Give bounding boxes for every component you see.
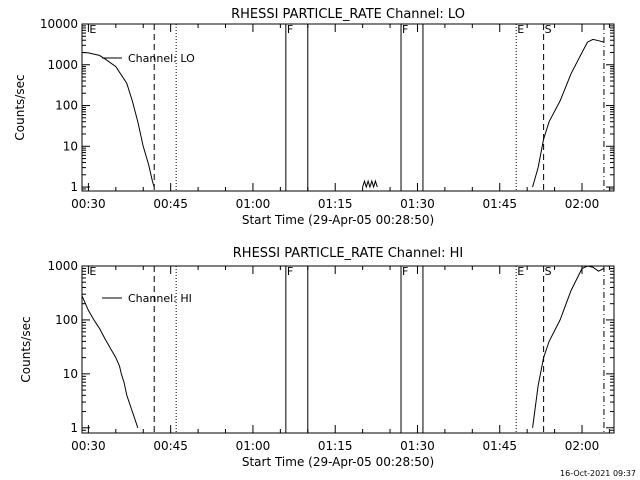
y-tick-label: 1 xyxy=(70,421,78,435)
event-marker-label: F xyxy=(287,23,293,36)
y-tick-label: 10 xyxy=(63,367,78,381)
x-tick-label: 01:30 xyxy=(400,439,435,453)
x-tick-label: 00:45 xyxy=(153,197,188,211)
x-axis-label: Start Time (29-Apr-05 00:28:50) xyxy=(242,213,434,227)
x-tick-label: 02:00 xyxy=(565,439,600,453)
series-line xyxy=(81,295,139,428)
series-line xyxy=(362,179,378,189)
legend-label: Channel: HI xyxy=(128,292,192,305)
y-tick-label: 100 xyxy=(55,99,78,113)
x-tick-label: 01:45 xyxy=(482,439,517,453)
y-tick-label: 1000 xyxy=(47,259,78,273)
event-marker-label: F xyxy=(402,23,408,36)
x-tick-label: 01:00 xyxy=(236,197,271,211)
y-axis-label: Counts/sec xyxy=(19,316,33,382)
x-tick-label: 01:30 xyxy=(400,197,435,211)
y-tick-label: 1 xyxy=(70,180,78,194)
footer-timestamp: 16-Oct-2021 09:37 xyxy=(560,469,636,478)
x-axis-label: Start Time (29-Apr-05 00:28:50) xyxy=(242,455,434,469)
legend-label: Channel: LO xyxy=(128,52,195,65)
event-marker-label: E xyxy=(89,265,96,278)
hi-channel-panel: RHESSI PARTICLE_RATE Channel: HI 1 10 100 10… xyxy=(19,246,615,469)
y-tick-label: 10 xyxy=(63,139,78,153)
chart-title: RHESSI PARTICLE_RATE Channel: LO xyxy=(231,7,465,22)
series-line xyxy=(81,52,155,188)
lo-channel-panel: RHESSI PARTICLE_RATE Channel: LO 1 10 100 10… xyxy=(13,7,615,227)
x-tick-label: 00:30 xyxy=(71,197,106,211)
series-line xyxy=(532,38,605,188)
chart-title: RHESSI PARTICLE_RATE Channel: HI xyxy=(233,246,463,261)
x-tick-label: 01:15 xyxy=(318,439,353,453)
y-tick-label: 100 xyxy=(55,313,78,327)
x-tick-label: 01:15 xyxy=(318,197,353,211)
x-tick-label: 00:45 xyxy=(153,439,188,453)
x-tick-label: 01:45 xyxy=(482,197,517,211)
event-marker-label: F xyxy=(287,265,293,278)
plot-frame xyxy=(81,265,615,434)
x-tick-label: 02:00 xyxy=(565,197,600,211)
y-axis-label: Counts/sec xyxy=(13,74,27,140)
event-marker-label: E xyxy=(517,265,524,278)
y-tick-label: 10000 xyxy=(40,17,78,31)
event-marker-label: E xyxy=(89,23,96,36)
event-marker-label: S xyxy=(545,265,552,278)
event-marker-label: S xyxy=(545,23,552,36)
x-tick-label: 00:30 xyxy=(71,439,106,453)
plot-frame xyxy=(81,23,615,192)
series-line xyxy=(532,265,605,428)
event-marker-label: E xyxy=(517,23,524,36)
x-tick-label: 01:00 xyxy=(236,439,271,453)
event-marker-label: F xyxy=(402,265,408,278)
y-tick-label: 1000 xyxy=(47,58,78,72)
